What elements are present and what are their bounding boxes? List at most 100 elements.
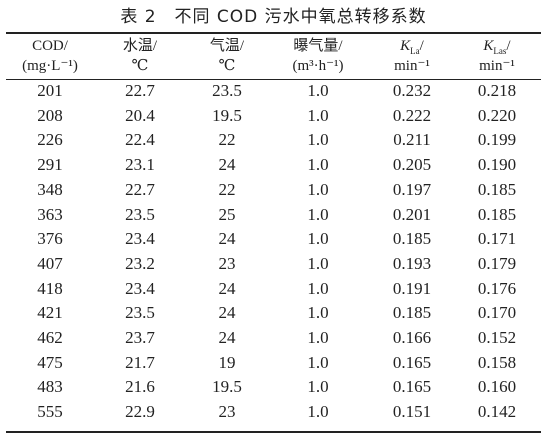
- header-suffix: /: [506, 38, 511, 54]
- table-cell: 22.7: [125, 179, 155, 199]
- table-cell: 226: [37, 130, 63, 150]
- table-cell: 0.185: [477, 179, 517, 199]
- header-line2: min⁻¹: [479, 58, 515, 74]
- table-cell: 23.4: [125, 278, 155, 298]
- table-cell: 475: [37, 352, 63, 372]
- table-cell: 555: [37, 402, 63, 422]
- table-cell: 201: [37, 81, 63, 100]
- table-cell: 483: [37, 377, 63, 397]
- table-cell: 23.5: [125, 303, 155, 323]
- table-cell: 19.5: [212, 377, 242, 397]
- table-cell: 1.0: [307, 253, 329, 273]
- table-cell: 0.170: [477, 303, 517, 323]
- table-cell: 23.2: [125, 253, 155, 273]
- table-cell: 348: [37, 179, 63, 199]
- table-cell: 22.7: [125, 81, 155, 100]
- table-cell: 0.160: [477, 377, 517, 397]
- table-cell: 0.158: [477, 352, 517, 372]
- table-cell: 24: [218, 229, 236, 249]
- header-line2: min⁻¹: [394, 58, 430, 74]
- table-cell: 0.201: [392, 204, 432, 224]
- table-cell: 291: [37, 155, 63, 175]
- table-cell: 0.165: [392, 377, 432, 397]
- bottom-rule: [6, 431, 541, 433]
- header-line2: (mg·L⁻¹): [22, 58, 78, 74]
- table-cell: 363: [37, 204, 63, 224]
- table-cell: 1.0: [307, 229, 329, 249]
- table-cell: 0.152: [477, 328, 517, 347]
- header-line1: 曝气量/: [293, 36, 342, 56]
- table-cell: 0.190: [477, 155, 517, 175]
- header-line2: ℃: [218, 58, 236, 74]
- header-text: 水温/: [122, 38, 158, 54]
- table-cell: 22.9: [125, 402, 155, 422]
- table-cell: 22: [218, 179, 236, 199]
- table-cell: 23.5: [212, 81, 242, 100]
- table-cell: 23.5: [125, 204, 155, 224]
- header-suffix: /: [419, 38, 424, 54]
- table-cell: 19: [218, 352, 236, 372]
- table-cell: 0.166: [392, 328, 432, 347]
- table-cell: 1.0: [307, 155, 329, 175]
- table-cell: 23: [218, 402, 236, 422]
- table-cell: 1.0: [307, 278, 329, 298]
- table-cell: 462: [37, 328, 63, 347]
- table-cell: 0.211: [393, 130, 431, 150]
- table-cell: 21.6: [125, 377, 155, 397]
- table-cell: 0.191: [392, 278, 432, 298]
- table-cell: 1.0: [307, 130, 329, 150]
- table-cell: 0.176: [477, 278, 517, 298]
- table-cell: 22.4: [125, 130, 155, 150]
- table-cell: 1.0: [307, 179, 329, 199]
- table-cell: 0.179: [477, 253, 517, 273]
- table-cell: 0.193: [392, 253, 432, 273]
- header-line2: ℃: [131, 58, 149, 74]
- table-cell: 1.0: [307, 402, 329, 422]
- table-cell: 0.185: [392, 303, 432, 323]
- table-cell: 1.0: [307, 81, 329, 100]
- table-cell: 376: [37, 229, 63, 249]
- table-cell: 1.0: [307, 105, 329, 125]
- header-line1: 水温/: [123, 36, 157, 56]
- table-cell: 21.7: [125, 352, 155, 372]
- table-cell: 25: [218, 204, 236, 224]
- table-cell: 1.0: [307, 303, 329, 323]
- table-cell: 22: [218, 130, 236, 150]
- table-cell: 0.142: [477, 402, 517, 422]
- table-cell: 0.220: [477, 105, 517, 125]
- header-symbol: K: [400, 38, 411, 54]
- header-line2: (m³·h⁻¹): [292, 58, 344, 74]
- table-cell: 0.185: [477, 204, 517, 224]
- table-cell: 421: [37, 303, 63, 323]
- table-cell: 418: [37, 278, 63, 298]
- table-cell: 1.0: [307, 377, 329, 397]
- table-cell: 0.199: [477, 130, 517, 150]
- table-cell: 407: [37, 253, 63, 273]
- table-cell: 19.5: [212, 105, 242, 125]
- header-subscript: Las: [493, 46, 507, 56]
- table-cell: 208: [37, 105, 63, 125]
- table-cell: 0.151: [392, 402, 432, 422]
- table-cell: 0.197: [392, 179, 432, 199]
- table-title: 表 2 不同 COD 污水中氧总转移系数: [120, 7, 427, 27]
- table-cell: 24: [218, 278, 236, 298]
- table-cell: 0.232: [392, 81, 432, 100]
- header-symbol: K: [483, 38, 494, 54]
- table-cell: 1.0: [307, 352, 329, 372]
- table-cell: 23.7: [125, 328, 155, 347]
- table-cell: 24: [218, 328, 236, 347]
- table-cell: 24: [218, 155, 236, 175]
- header-line1: COD/: [32, 36, 68, 56]
- header-line1: 气温/: [210, 36, 244, 56]
- table-cell: 23: [218, 253, 236, 273]
- table-cell: 23.1: [125, 155, 155, 175]
- table-cell: 0.218: [477, 81, 517, 100]
- table-cell: 0.185: [392, 229, 432, 249]
- header-text: COD/: [32, 38, 68, 54]
- table-cell: 20.4: [125, 105, 155, 125]
- table-cell: 23.4: [125, 229, 155, 249]
- header-line1: KLa/: [400, 36, 424, 61]
- header-text: 气温/: [209, 38, 245, 54]
- header-text: 曝气量/: [293, 38, 343, 54]
